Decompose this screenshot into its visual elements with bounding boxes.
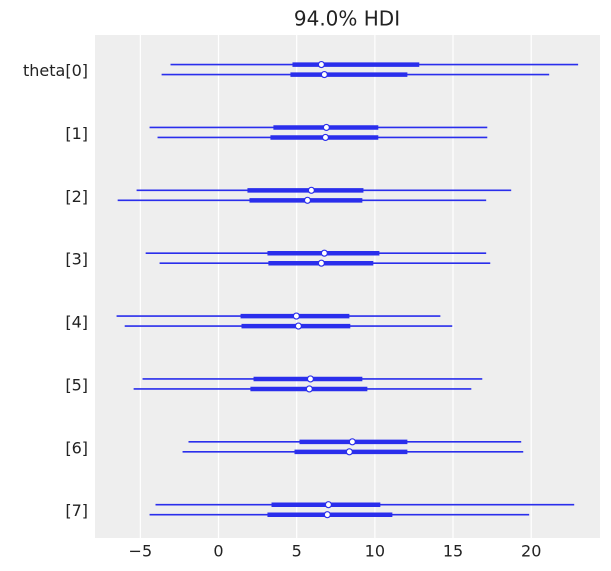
x-tick-label: 20 (521, 542, 541, 561)
median-point (322, 123, 330, 132)
median-point (292, 312, 300, 320)
median-point (320, 70, 328, 79)
median-point (345, 448, 353, 456)
median-point (294, 322, 303, 330)
row-label: [6] (65, 438, 88, 457)
plot-background (95, 35, 600, 538)
chart-title: 94.0% HDI (294, 7, 400, 31)
median-point (324, 501, 333, 509)
row-label: [1] (65, 124, 88, 143)
median-point (320, 249, 328, 257)
x-tick-label: 15 (443, 542, 463, 561)
row-label: [4] (65, 313, 88, 332)
median-point (306, 375, 315, 383)
row-label: [7] (65, 501, 88, 520)
row-label: [3] (65, 250, 88, 269)
median-point (323, 511, 331, 519)
row-label: [2] (65, 187, 88, 206)
x-tick-label: 10 (365, 542, 385, 561)
median-point (307, 186, 315, 194)
row-label: theta[0] (23, 61, 88, 80)
median-point (348, 438, 356, 446)
median-point (321, 133, 330, 142)
median-point (317, 60, 325, 69)
x-tick-label: −5 (129, 542, 153, 561)
median-point (317, 259, 325, 267)
row-label: [5] (65, 375, 88, 394)
x-tick-label: 0 (213, 542, 223, 561)
x-tick-label: 5 (292, 542, 302, 561)
median-point (305, 385, 313, 393)
median-point (303, 196, 312, 204)
